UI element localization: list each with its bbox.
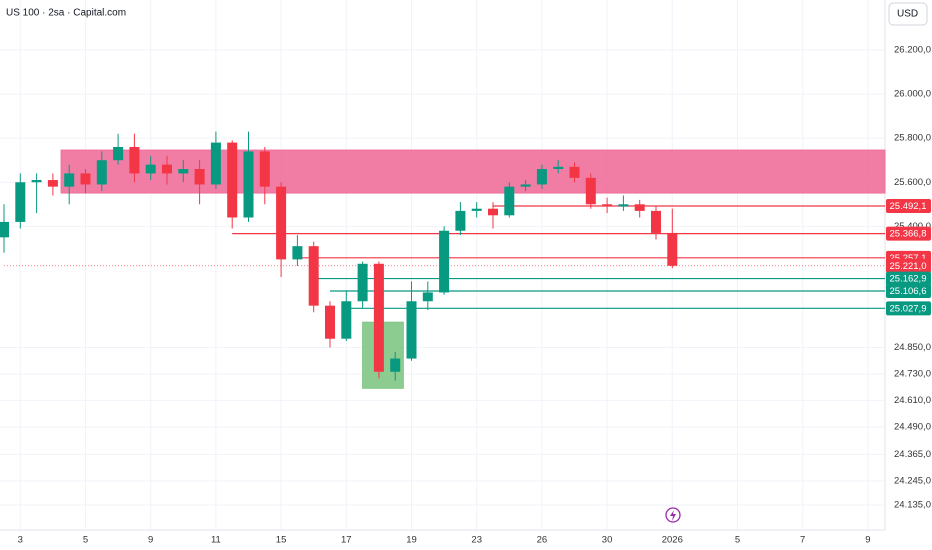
price-label: 25.106,6	[890, 286, 927, 297]
candle-body	[15, 182, 26, 222]
candle-body	[47, 180, 58, 187]
candle-body	[276, 186, 287, 260]
y-tick-label: 24.610,0	[894, 395, 931, 406]
x-tick-label: 11	[211, 535, 221, 546]
candle-body	[373, 263, 384, 372]
candle-body	[488, 208, 498, 216]
candle-body	[618, 204, 629, 207]
price-label: 25.366,8	[890, 229, 927, 240]
candle-body	[80, 173, 91, 185]
candle-body	[471, 208, 482, 211]
y-tick-label: 25.600,0	[894, 177, 931, 188]
candle-body	[162, 164, 172, 174]
y-tick-label: 26.200,0	[894, 45, 931, 56]
x-tick-label: 9	[148, 535, 153, 546]
candle-body	[504, 186, 515, 216]
price-label-box	[886, 271, 931, 286]
event-bolt	[670, 510, 676, 521]
candle-body	[553, 166, 564, 170]
price-label-box	[886, 226, 931, 241]
candle-body	[406, 301, 417, 359]
candle-body	[308, 246, 319, 306]
x-tick-label: 2026	[662, 535, 683, 546]
price-label: 25.027,9	[890, 303, 927, 314]
candle-body	[325, 305, 335, 339]
candle-body	[31, 180, 42, 183]
y-tick-label: 24.730,0	[894, 368, 931, 379]
currency: USD	[897, 9, 918, 20]
candle-body	[357, 263, 368, 302]
price-label: 25.257,1	[890, 253, 927, 264]
x-tick-label: 7	[800, 535, 805, 546]
price-label-box	[886, 199, 931, 214]
x-tick-label: 26	[537, 535, 548, 546]
candle-body	[439, 230, 450, 293]
candle-body	[602, 204, 613, 207]
candle-body	[96, 160, 107, 185]
price-label-box	[886, 258, 931, 273]
price-label: 25.221,0	[890, 261, 927, 272]
candle-body	[0, 221, 9, 238]
candle-body	[210, 142, 221, 185]
zone	[60, 149, 886, 194]
x-tick-label: 30	[602, 535, 613, 546]
candle-body	[145, 164, 156, 174]
candle-body	[651, 210, 661, 233]
symbol-title: US 100 · 2sa · Capital.com	[6, 8, 126, 19]
candle-body	[129, 146, 140, 174]
candle-body	[520, 184, 531, 187]
x-tick-label: 5	[735, 535, 740, 546]
candle-body	[227, 142, 238, 218]
price-label: 25.492,1	[890, 201, 927, 212]
y-tick-label: 24.490,0	[894, 421, 931, 432]
y-tick-label: 24.135,0	[894, 500, 931, 511]
y-tick-label: 25.400,0	[894, 221, 931, 232]
price-label-box	[886, 283, 931, 298]
candle-body	[585, 177, 596, 205]
y-tick-label: 24.365,0	[894, 449, 931, 460]
candle-body	[667, 232, 678, 266]
x-tick-label: 17	[341, 535, 352, 546]
currency-box[interactable]	[888, 2, 928, 26]
y-tick-label: 24.850,0	[894, 342, 931, 353]
candle-body	[292, 246, 303, 260]
candle-body	[634, 204, 645, 211]
candle-body	[536, 169, 547, 185]
candle-body	[422, 292, 433, 302]
candle-body	[178, 169, 189, 174]
candle-body	[194, 169, 205, 185]
price-label-box	[886, 301, 931, 316]
price-label: 25.162,9	[890, 274, 927, 285]
y-tick-label: 24.245,0	[894, 475, 931, 486]
candle-body	[113, 146, 124, 161]
candle-body	[455, 210, 466, 231]
x-tick-label: 5	[83, 535, 88, 546]
candle-body	[64, 173, 75, 187]
x-tick-label: 15	[276, 535, 287, 546]
x-tick-label: 19	[406, 535, 417, 546]
x-tick-label: 3	[18, 535, 23, 546]
candle-body	[390, 358, 401, 372]
candle-body	[259, 151, 270, 187]
x-tick-label: 9	[865, 535, 870, 546]
x-tick-label: 23	[471, 535, 482, 546]
y-tick-label: 25.800,0	[894, 133, 931, 144]
candle-body	[243, 151, 254, 218]
candle-body	[341, 301, 352, 339]
candle-body	[569, 166, 580, 178]
y-tick-label: 26.000,0	[894, 89, 931, 100]
